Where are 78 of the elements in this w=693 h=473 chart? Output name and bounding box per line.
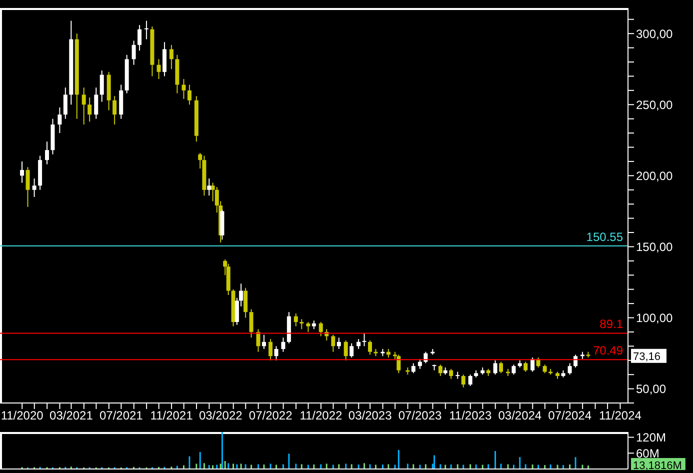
ref-line-label: 70.49 bbox=[592, 344, 624, 358]
x-tick-label: 11/2021 bbox=[150, 408, 194, 423]
candlestick bbox=[524, 361, 528, 372]
candlestick bbox=[306, 322, 310, 332]
candlestick bbox=[144, 20, 148, 40]
candlestick bbox=[438, 364, 442, 377]
x-tick-label: 11/2023 bbox=[449, 408, 492, 423]
x-tick-label: 07/2023 bbox=[398, 408, 442, 423]
candlestick bbox=[156, 58, 161, 80]
candlestick bbox=[182, 78, 186, 100]
x-tick-label: 03/2023 bbox=[348, 408, 392, 423]
candlestick bbox=[512, 364, 516, 376]
candlestick bbox=[344, 340, 348, 361]
x-tick-label: 03/2021 bbox=[50, 408, 94, 423]
candlestick bbox=[207, 178, 212, 196]
y-tick-label: 150,00 bbox=[636, 240, 674, 254]
x-tick-label: 07/2022 bbox=[248, 408, 293, 423]
x-tick-label: 07/2024 bbox=[548, 408, 592, 423]
candlestick bbox=[20, 160, 24, 184]
candlestick bbox=[356, 338, 361, 350]
candlestick bbox=[456, 371, 460, 380]
x-tick-label: 11/2020 bbox=[0, 408, 44, 423]
candlestick bbox=[262, 334, 266, 350]
candlestick bbox=[138, 24, 142, 52]
candlestick bbox=[88, 97, 92, 122]
y-tick-label: 100,00 bbox=[636, 311, 674, 326]
candlestick bbox=[294, 312, 298, 327]
candlestick bbox=[318, 322, 323, 337]
candlestick bbox=[249, 308, 254, 338]
candlestick bbox=[418, 358, 422, 370]
candlestick bbox=[368, 340, 372, 356]
candlestick bbox=[26, 166, 30, 208]
text: 73,16 bbox=[633, 350, 661, 363]
candlestick bbox=[63, 87, 68, 120]
candlestick bbox=[256, 328, 260, 352]
candlestick bbox=[45, 141, 49, 165]
candlestick bbox=[499, 361, 504, 374]
ref-line-label: 150.55 bbox=[586, 230, 624, 244]
candlestick bbox=[350, 342, 354, 358]
candlestick bbox=[132, 40, 136, 66]
candlestick bbox=[331, 334, 336, 352]
x-tick-label: 11/2024 bbox=[598, 408, 642, 423]
candlestick bbox=[568, 362, 572, 376]
candlestick bbox=[268, 338, 273, 361]
candlestick bbox=[162, 42, 166, 77]
candlestick bbox=[461, 374, 466, 388]
candlestick bbox=[112, 96, 117, 126]
x-tick-label: 07/2021 bbox=[99, 408, 144, 423]
candlestick bbox=[530, 357, 535, 372]
candlestick bbox=[468, 374, 472, 386]
y-tick-label: 250,00 bbox=[636, 98, 674, 112]
y-tick-label: 200,00 bbox=[636, 168, 674, 183]
candlestick bbox=[82, 87, 86, 126]
y-tick-label: 50,00 bbox=[636, 382, 666, 396]
y-tick-label: 300,00 bbox=[636, 26, 674, 41]
candlestick bbox=[449, 368, 454, 380]
candlestick bbox=[169, 44, 174, 70]
candlestick bbox=[94, 87, 98, 120]
candlestick bbox=[274, 346, 278, 361]
x-tick-label: 03/2024 bbox=[498, 408, 542, 423]
y-tick-label: 60M bbox=[636, 446, 660, 460]
candlestick bbox=[187, 84, 192, 106]
candlestick bbox=[281, 337, 286, 352]
candlestick bbox=[574, 354, 578, 368]
candlestick bbox=[493, 360, 498, 376]
candlestick bbox=[100, 70, 104, 102]
ref-line-label: 89.1 bbox=[600, 317, 624, 332]
candlestick bbox=[32, 178, 36, 198]
candlestick bbox=[244, 287, 248, 318]
candlestick bbox=[362, 332, 366, 347]
candlestick bbox=[411, 362, 416, 374]
x-tick-label: 11/2022 bbox=[300, 408, 343, 423]
candlestick bbox=[396, 354, 401, 374]
y-tick-label: 120M bbox=[636, 430, 666, 445]
candlestick bbox=[300, 318, 304, 330]
candlestick bbox=[336, 337, 341, 350]
candlestick bbox=[58, 106, 62, 134]
x-tick-label: 03/2022 bbox=[198, 408, 243, 423]
